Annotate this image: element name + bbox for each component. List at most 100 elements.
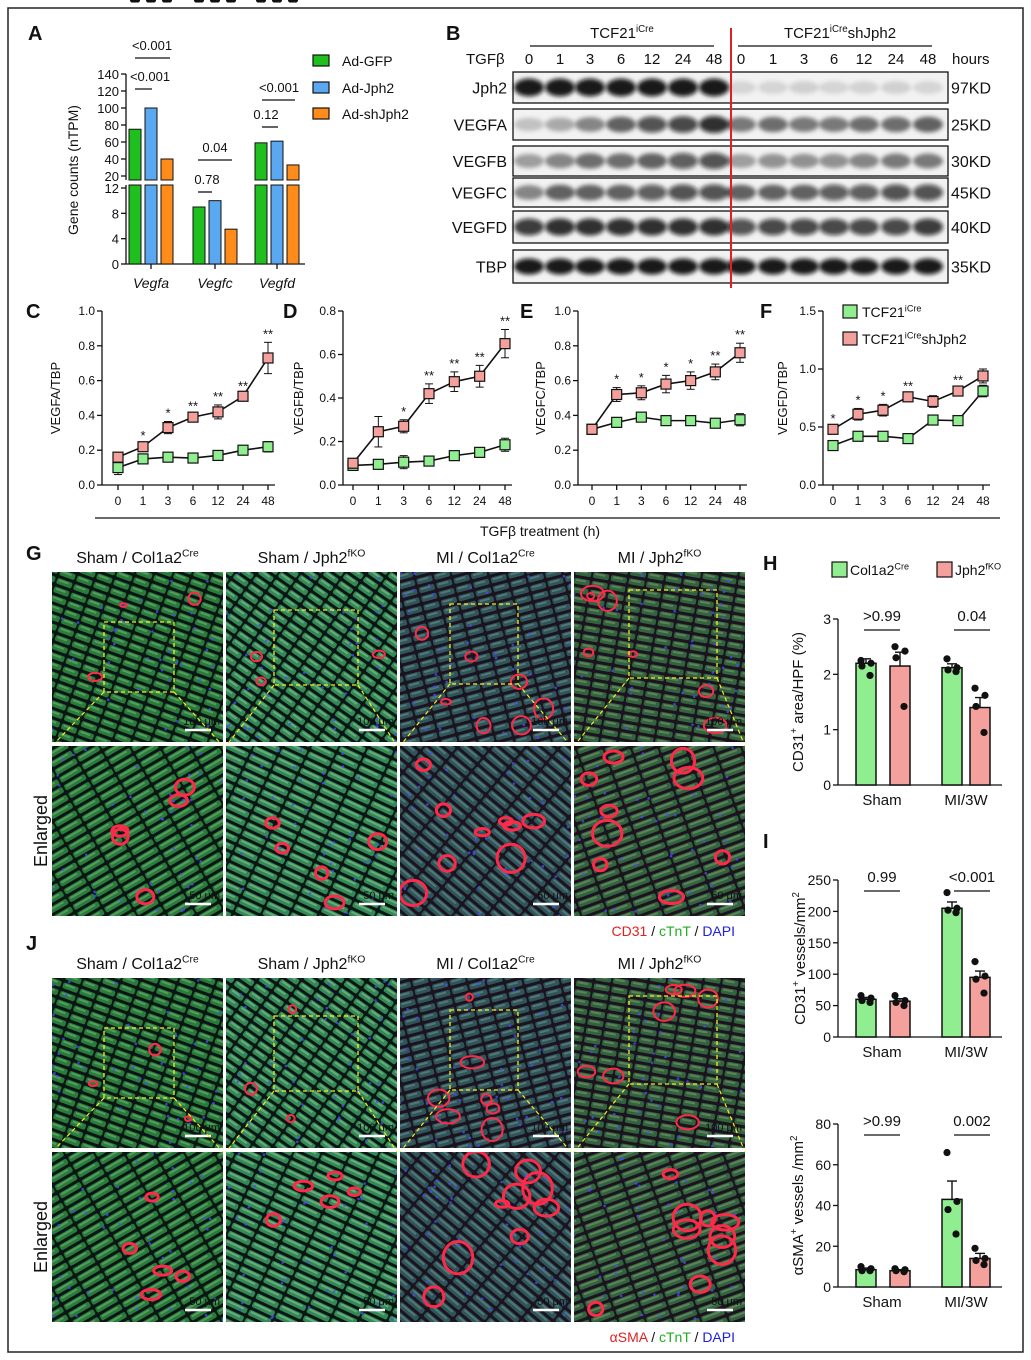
nucleus [670,1143,673,1146]
nucleus [701,592,704,596]
nucleus [148,1242,151,1245]
label-part: Sham / Col1a2 [76,550,182,567]
label-part: TCF21 [590,25,636,42]
protein-band [545,218,575,236]
legend-swatch [312,54,330,67]
tissue-fibers [574,746,745,916]
nucleus [383,980,386,983]
nucleus [284,1064,288,1068]
tissue-tint [52,746,223,916]
micrograph-image [226,1152,397,1322]
nucleus [669,978,672,980]
nucleus [731,746,734,750]
nucleus [166,1114,170,1118]
vessel [326,1170,344,1182]
nucleus [452,1066,456,1069]
nucleus [368,1081,372,1085]
nucleus [670,852,674,856]
superscript: fKO [683,549,701,560]
nucleus [431,1169,435,1173]
nucleus [733,1212,737,1216]
nucleus [375,638,379,642]
nucleus [212,1101,215,1105]
nucleus [513,1034,517,1037]
data-point [474,446,486,458]
nucleus [171,1166,174,1170]
protein-band [575,258,605,275]
bar [941,666,963,786]
y-tick-label: 0.4 [78,408,95,422]
nucleus [400,1065,402,1069]
nucleus [434,1139,438,1142]
protein-band [514,78,544,97]
panel-letter: C [26,301,40,323]
nucleus [242,1273,245,1277]
data-point [943,888,951,897]
protein-band [758,184,788,201]
nucleus [291,803,294,807]
nucleus [426,1232,430,1235]
zoom-region-box [628,995,718,1085]
nucleus [526,1272,530,1276]
data-point [944,666,952,674]
significance-star: ** [188,399,198,414]
nucleus [709,1068,712,1071]
data-point [112,451,124,463]
nucleus [444,983,448,987]
protein-band [699,258,729,275]
data-point [162,421,174,434]
tissue-tint [574,746,745,916]
protein-band [789,184,819,201]
significance-star: * [639,370,644,385]
tissue-fibers [226,978,397,1148]
protein-band [881,258,911,275]
significance-star: ** [263,326,273,341]
protein-band [514,153,544,169]
data-point [980,728,988,737]
nucleus [724,839,727,843]
bar [270,140,284,181]
protein-band [575,184,605,201]
nucleus [595,764,599,768]
data-point [866,998,874,1007]
nucleus [591,1116,595,1119]
zoom-region-box [103,621,175,693]
data-point [660,415,672,427]
nucleus [711,611,715,615]
y-tick-label: 0.5 [799,420,816,434]
nucleus [599,816,603,819]
stain-legend-part: DAPI [702,1329,735,1345]
nucleus [301,1038,305,1041]
data-point [980,989,988,997]
nucleus [355,642,359,645]
nucleus [371,897,374,901]
protein-band [668,153,698,169]
nucleus [697,725,700,728]
protein-band [606,258,636,275]
nucleus [167,678,171,682]
nucleus [308,892,312,895]
nucleus [53,1071,56,1075]
vessel [461,1152,491,1179]
nucleus [307,1305,311,1309]
data-point [981,1254,989,1263]
nucleus [528,672,532,676]
nucleus [634,863,638,867]
data-point [927,395,939,408]
nucleus [306,1260,310,1264]
nucleus [155,610,159,613]
tissue-tint [226,746,397,916]
nucleus [500,1083,504,1087]
scale-bar-label: 50 μm [537,1296,568,1308]
vessel [148,1042,162,1057]
x-tick-label: 6 [426,494,433,508]
nucleus [658,984,661,988]
molecular-weight-label: 30KD [951,154,991,171]
vessel [139,1288,163,1302]
nucleus [193,1042,196,1046]
stain-legend-part: / [647,923,659,939]
nucleus [433,685,436,689]
nucleus [633,1042,636,1045]
protein-band [545,117,575,132]
nucleus [517,816,521,819]
